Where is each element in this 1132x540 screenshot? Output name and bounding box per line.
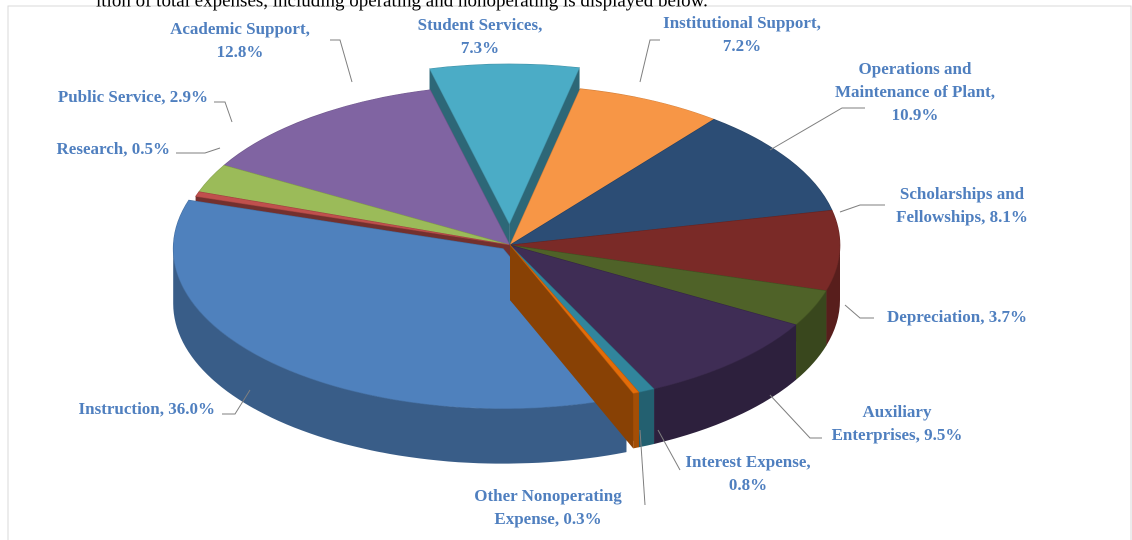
data-label: Auxiliary Enterprises, 9.5% <box>832 402 963 444</box>
caption: ition of total expenses, including opera… <box>96 0 708 11</box>
pie-slice-top <box>508 244 797 390</box>
leader-line <box>639 39 660 83</box>
pie-slice-top <box>195 191 511 246</box>
pie-slice-top <box>509 88 715 246</box>
data-label-line: Academic Support, <box>170 19 310 38</box>
data-label-line: Institutional Support, <box>663 13 821 32</box>
pie-slice-wall <box>654 324 797 444</box>
data-label-line: Maintenance of Plant, <box>835 82 995 101</box>
pie-slice-wall <box>173 248 627 464</box>
pie-slice-top <box>429 63 581 225</box>
data-label-line: Fellowships, 8.1% <box>896 207 1028 226</box>
data-label-line: Public Service, 2.9% <box>58 87 208 106</box>
pie-slice-top <box>223 89 511 246</box>
data-label: Student Services, 7.3% <box>418 15 543 57</box>
leader-line <box>769 394 822 439</box>
pie-slice-side <box>510 245 634 449</box>
leader-line <box>769 107 865 151</box>
data-label: Operations and Maintenance of Plant, 10.9% <box>835 59 995 124</box>
data-label-line: Interest Expense, <box>685 452 810 471</box>
data-label-line: Enterprises, 9.5% <box>832 425 963 444</box>
leader-line <box>176 147 221 154</box>
pie-slice-top <box>509 244 640 394</box>
data-label: Academic Support, 12.8% <box>170 19 310 61</box>
data-label-line: Instruction, 36.0% <box>79 399 215 418</box>
leader-line <box>222 389 251 415</box>
data-label-line: 7.2% <box>723 36 761 55</box>
data-label-line: Operations and <box>859 59 972 78</box>
data-label-line: Expense, 0.3% <box>494 509 601 528</box>
pie-slice-wall <box>826 245 840 346</box>
data-label: Public Service, 2.9% <box>58 87 208 106</box>
leader-line <box>844 304 874 319</box>
data-label-line: Auxiliary <box>863 402 932 421</box>
pie-slice-wall <box>633 392 639 449</box>
data-label: Instruction, 36.0% <box>79 399 215 418</box>
pie-slice-wall <box>638 388 655 448</box>
data-label: Institutional Support, 7.2% <box>663 13 821 55</box>
pie-slice-wall <box>796 290 827 380</box>
data-label: Depreciation, 3.7% <box>887 307 1027 326</box>
leader-line <box>839 204 885 213</box>
data-label-line: Scholarships and <box>900 184 1025 203</box>
pie-slice-top <box>172 199 627 409</box>
data-label: Interest Expense, 0.8% <box>685 452 810 494</box>
data-label-line: 7.3% <box>461 38 499 57</box>
leader-line <box>214 101 233 123</box>
data-label-line: Other Nonoperating <box>474 486 622 505</box>
data-label-line: Depreciation, 3.7% <box>887 307 1027 326</box>
data-label: Research, 0.5% <box>57 139 170 158</box>
data-label-line: 12.8% <box>217 42 264 61</box>
data-label: Scholarships and Fellowships, 8.1% <box>896 184 1028 226</box>
pie-slice <box>509 244 640 449</box>
leader-line <box>330 39 353 83</box>
data-label-line: Student Services, <box>418 15 543 34</box>
data-label-line: 0.8% <box>729 475 767 494</box>
leader-line <box>639 429 646 506</box>
data-label-line: Research, 0.5% <box>57 139 170 158</box>
chart-frame <box>7 5 1132 540</box>
data-label: Other Nonoperating Expense, 0.3% <box>474 486 622 528</box>
pie-slice-top <box>509 118 833 246</box>
data-label-line: 10.9% <box>892 105 939 124</box>
pie-slice-top <box>509 209 841 292</box>
leader-line <box>657 429 681 471</box>
